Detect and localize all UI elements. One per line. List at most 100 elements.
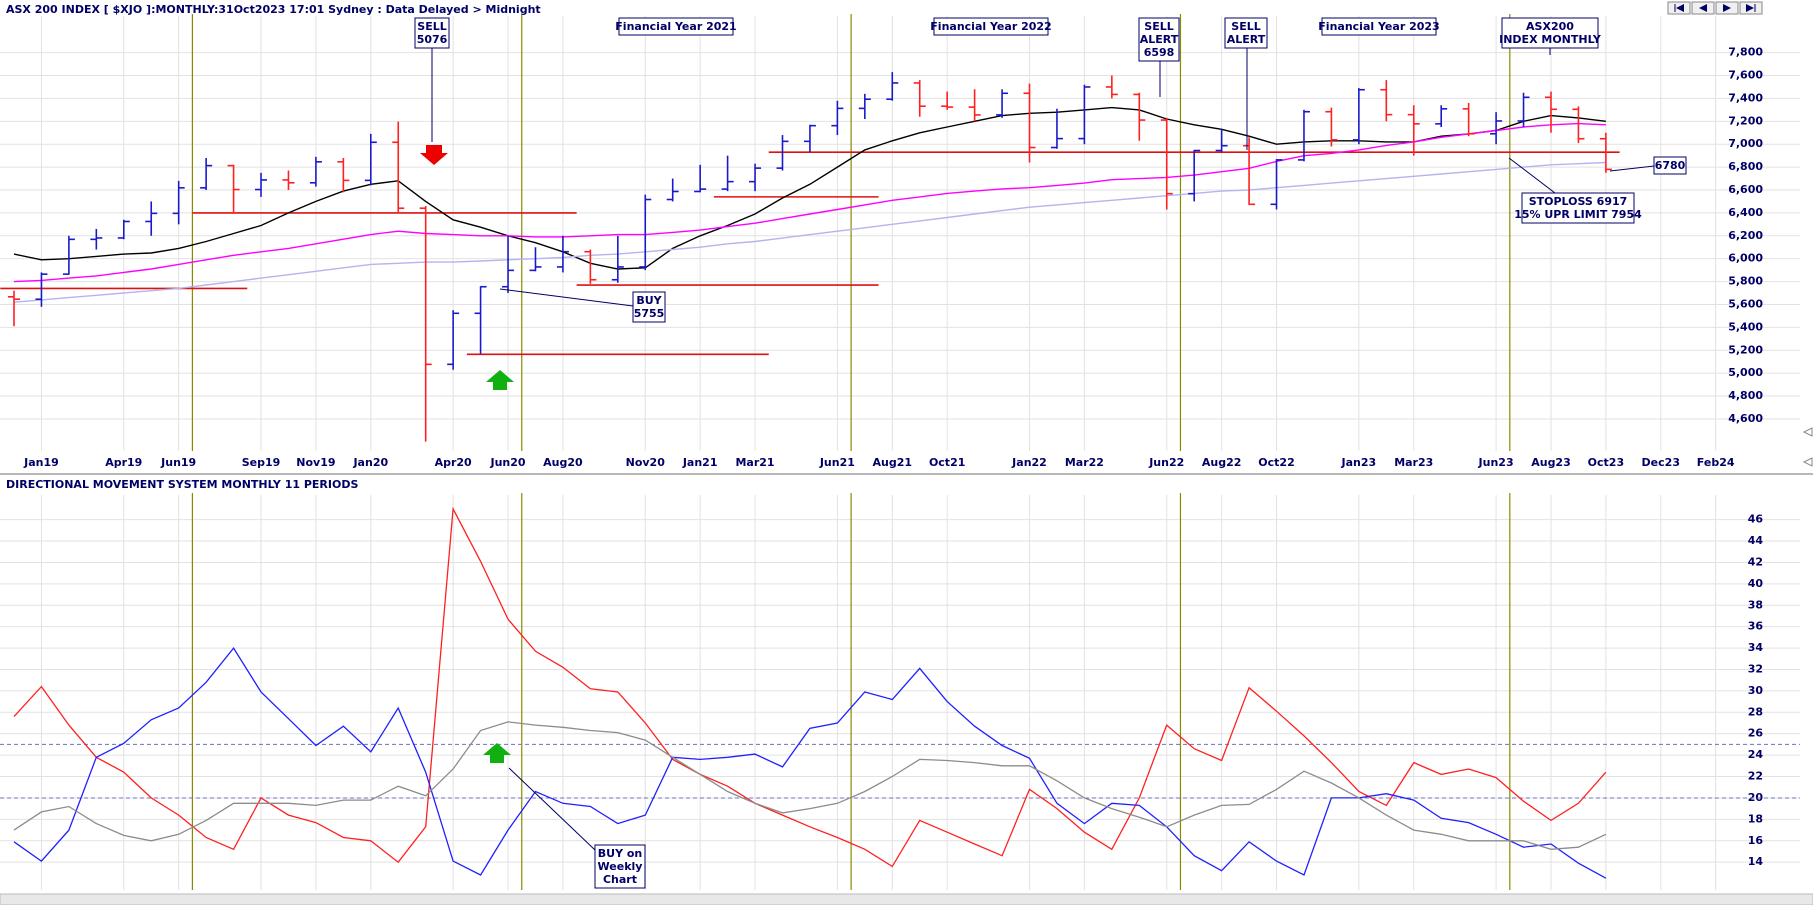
moving-average (13, 161, 1606, 303)
moving-average (13, 106, 1606, 270)
x-tick-label: Jan22 (1011, 456, 1047, 469)
annotation-box (1521, 192, 1635, 224)
nav-buttons (1667, 1, 1763, 15)
x-tick-label: Mar21 (735, 456, 774, 469)
annotation-text: 6598 (1144, 46, 1175, 59)
y-tick-label: 7,800 (1728, 46, 1763, 59)
y-tick-label: 42 (1748, 555, 1763, 568)
x-tick-label: Mar22 (1065, 456, 1104, 469)
annotation: Financial Year 2021 (615, 17, 737, 36)
x-tick-label: Jun19 (160, 456, 196, 469)
annotation-box (414, 17, 450, 49)
annotation: Financial Year 2023 (1318, 17, 1440, 36)
y-tick-label: 20 (1748, 791, 1764, 804)
annotation-text: SELL (1231, 20, 1260, 33)
annotation-text: ASX200 (1526, 20, 1574, 33)
y-tick-label: 6,200 (1728, 229, 1763, 242)
x-tick-label: Aug22 (1202, 456, 1242, 469)
y-tick-label: 36 (1748, 620, 1764, 633)
annotation-text: BUY (636, 294, 662, 307)
x-tick-label: Jan19 (23, 456, 59, 469)
x-tick-label: Nov20 (626, 456, 666, 469)
scroll-strip[interactable] (0, 893, 1813, 905)
indicator-title: DIRECTIONAL MOVEMENT SYSTEM MONTHLY 11 P… (6, 478, 358, 491)
y-tick-label: 7,200 (1728, 114, 1763, 127)
y-tick-label: 22 (1748, 770, 1763, 783)
y-tick-label: 7,000 (1728, 137, 1763, 150)
annotation-text: Weekly (598, 860, 643, 873)
annotation-text: BUY on (598, 847, 643, 860)
y-tick-label: 5,000 (1728, 366, 1763, 379)
annotation-text: 15% UPR LIMIT 7954 (1514, 208, 1642, 221)
y-tick-label: 24 (1748, 748, 1764, 761)
scroll-arrow[interactable] (1802, 427, 1813, 437)
y-tick-label: 4,800 (1728, 389, 1763, 402)
annotation-box (632, 291, 666, 323)
annotation-box (1321, 17, 1437, 36)
annotation-text: 6780 (1655, 159, 1686, 172)
x-tick-label: Oct23 (1588, 456, 1624, 469)
y-tick-label: 6,400 (1728, 206, 1763, 219)
annotation-text: Chart (603, 873, 637, 886)
x-tick-label: Aug20 (543, 456, 583, 469)
y-tick-label: 6,000 (1728, 252, 1763, 265)
x-tick-label: Jan21 (682, 456, 718, 469)
annotation-box (594, 844, 646, 889)
nav-icon (1723, 4, 1731, 12)
annotation-text: Financial Year 2022 (930, 20, 1051, 33)
x-tick-label: Nov19 (296, 456, 335, 469)
annotation-text: ALERT (1227, 33, 1266, 46)
y-tick-label: 6,800 (1728, 160, 1763, 173)
y-tick-label: 30 (1748, 684, 1764, 697)
y-tick-label: 7,600 (1728, 69, 1763, 82)
buy-arrow (486, 370, 514, 390)
annotation-text: STOPLOSS 6917 (1529, 195, 1628, 208)
x-tick-label: Aug21 (873, 456, 913, 469)
y-tick-label: 5,400 (1728, 320, 1763, 333)
scroll-arrow[interactable] (1802, 457, 1813, 467)
x-tick-label: Feb24 (1697, 456, 1735, 469)
chart-title: ASX 200 INDEX [ $XJO ]:MONTHLY:31Oct2023… (6, 3, 541, 16)
y-tick-label: 34 (1748, 641, 1764, 654)
y-tick-label: 46 (1748, 513, 1764, 526)
x-tick-label: Apr19 (105, 456, 142, 469)
x-tick-label: Jun21 (819, 456, 855, 469)
x-tick-label: Jan23 (1341, 456, 1377, 469)
moving-average (13, 122, 1606, 283)
annotation-box (1138, 17, 1180, 62)
nav-icon (1699, 4, 1707, 12)
indicator-line (13, 646, 1607, 879)
y-tick-label: 32 (1748, 662, 1763, 675)
x-tick-label: Mar23 (1394, 456, 1433, 469)
annotation-text: Financial Year 2021 (615, 20, 736, 33)
x-tick-label: Apr20 (435, 456, 472, 469)
y-tick-label: 44 (1748, 534, 1764, 547)
indicator-line (13, 506, 1607, 868)
y-tick-label: 28 (1748, 705, 1763, 718)
annotation-text: SELL (417, 20, 446, 33)
nav-icon (1676, 4, 1684, 12)
x-tick-label: Dec23 (1642, 456, 1680, 469)
x-tick-label: Jun22 (1148, 456, 1184, 469)
x-tick-label: Jun20 (489, 456, 525, 469)
x-tick-label: Jun23 (1478, 456, 1514, 469)
annotation-leader (499, 288, 634, 307)
annotation-text: SELL (1144, 20, 1173, 33)
annotation-leader (1609, 165, 1655, 172)
y-tick-label: 5,600 (1728, 297, 1763, 310)
plot-layer: 4,600 4,800 5,000 5,200 5,400 5,600 5,800 6,000… (0, 14, 1800, 890)
y-tick-label: 18 (1748, 812, 1763, 825)
y-tick-label: 4,600 (1728, 412, 1763, 425)
annotation-box (1501, 17, 1599, 49)
annotation-box (1224, 17, 1268, 49)
annotation-text: INDEX MONTHLY (1499, 33, 1602, 46)
y-tick-label: 40 (1748, 577, 1764, 590)
annotation-text: ALERT (1140, 33, 1179, 46)
